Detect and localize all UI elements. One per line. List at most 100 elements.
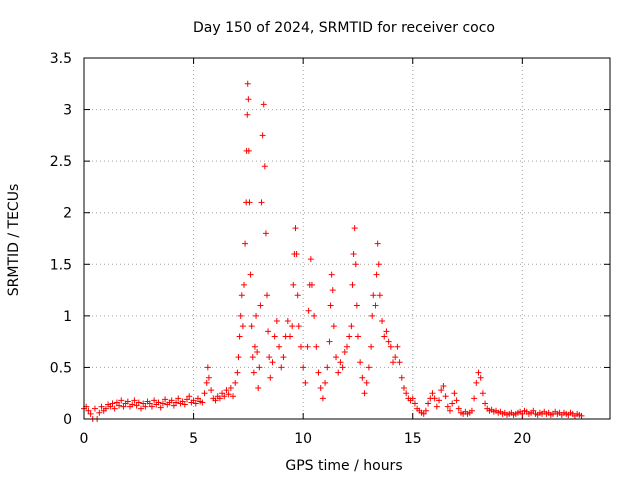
data-point: [181, 401, 188, 408]
data-point: [398, 374, 405, 381]
data-point: [239, 323, 246, 330]
data-point: [530, 407, 537, 414]
data-point: [179, 398, 186, 405]
data-point: [131, 397, 138, 404]
data-point: [232, 379, 239, 386]
data-point: [341, 348, 348, 355]
data-point: [259, 132, 266, 139]
data-point: [245, 96, 252, 103]
data-point: [148, 403, 155, 410]
data-point: [442, 393, 449, 400]
data-point: [295, 323, 302, 330]
data-point: [235, 354, 242, 361]
data-point: [357, 359, 364, 366]
data-point: [471, 395, 478, 402]
x-ticks: 0 5 10 15 20: [80, 58, 531, 447]
data-point: [447, 407, 454, 414]
data-point: [261, 163, 268, 170]
data-point: [168, 397, 175, 404]
data-point: [249, 354, 256, 361]
data-point: [118, 397, 125, 404]
data-point: [120, 403, 127, 410]
data-point: [479, 390, 486, 397]
data-point: [257, 302, 264, 309]
data-point: [269, 359, 276, 366]
data-point: [264, 292, 271, 299]
data-point: [175, 395, 182, 402]
data-point: [266, 354, 273, 361]
data-point: [262, 230, 269, 237]
data-point: [425, 400, 432, 407]
data-point: [91, 405, 98, 412]
data-point: [240, 281, 247, 288]
data-point: [436, 397, 443, 404]
data-point: [248, 323, 255, 330]
data-point: [260, 101, 267, 108]
data-point: [135, 399, 142, 406]
data-point: [250, 369, 257, 376]
data-point: [245, 147, 252, 154]
data-point: [351, 225, 358, 232]
data-point: [190, 397, 197, 404]
data-point: [396, 359, 403, 366]
y-tick-label: 3.5: [50, 51, 72, 67]
data-point: [290, 281, 297, 288]
data-point: [212, 397, 219, 404]
data-point: [242, 240, 249, 247]
data-point: [221, 393, 228, 400]
data-point: [87, 410, 94, 417]
data-point: [373, 271, 380, 278]
data-point: [137, 405, 144, 412]
data-point: [365, 364, 372, 371]
data-point: [256, 364, 263, 371]
data-point: [223, 387, 230, 394]
data-point: [292, 225, 299, 232]
data-point: [293, 250, 300, 257]
x-tick-label: 0: [80, 431, 89, 447]
data-point: [374, 240, 381, 247]
y-tick-label: 0: [63, 412, 72, 428]
data-point: [400, 385, 407, 392]
data-point: [216, 395, 223, 402]
data-point: [390, 359, 397, 366]
data-point: [387, 343, 394, 350]
data-point: [335, 369, 342, 376]
data-point: [289, 323, 296, 330]
data-point: [294, 292, 301, 299]
data-point: [276, 343, 283, 350]
data-point: [278, 364, 285, 371]
data-point: [111, 405, 118, 412]
data-point: [392, 354, 399, 361]
data-point: [170, 402, 177, 409]
data-point: [192, 400, 199, 407]
data-point: [440, 382, 447, 389]
data-point: [578, 412, 585, 419]
data-point: [324, 364, 331, 371]
data-point: [238, 292, 245, 299]
data-point: [116, 402, 123, 409]
x-tick-label: 5: [189, 431, 198, 447]
data-point: [129, 401, 136, 408]
x-tick-label: 10: [294, 431, 312, 447]
y-tick-label: 1: [63, 309, 72, 325]
data-point: [353, 302, 360, 309]
y-tick-label: 0.5: [50, 360, 72, 376]
data-point: [326, 338, 333, 345]
data-point: [162, 396, 169, 403]
data-point: [327, 302, 334, 309]
data-point: [184, 396, 191, 403]
data-point: [236, 333, 243, 340]
data-point: [444, 403, 451, 410]
data-point: [271, 333, 278, 340]
plot-frame: [83, 57, 611, 420]
data-point: [381, 333, 388, 340]
data-point: [300, 364, 307, 371]
data-point: [244, 111, 251, 118]
data-point: [280, 354, 287, 361]
y-axis-label: SRMTID / TECUs: [6, 184, 22, 297]
data-point: [133, 402, 140, 409]
data-point: [403, 390, 410, 397]
data-point: [372, 302, 379, 309]
x-axis-label: GPS time / hours: [285, 458, 402, 474]
data-point: [267, 374, 274, 381]
